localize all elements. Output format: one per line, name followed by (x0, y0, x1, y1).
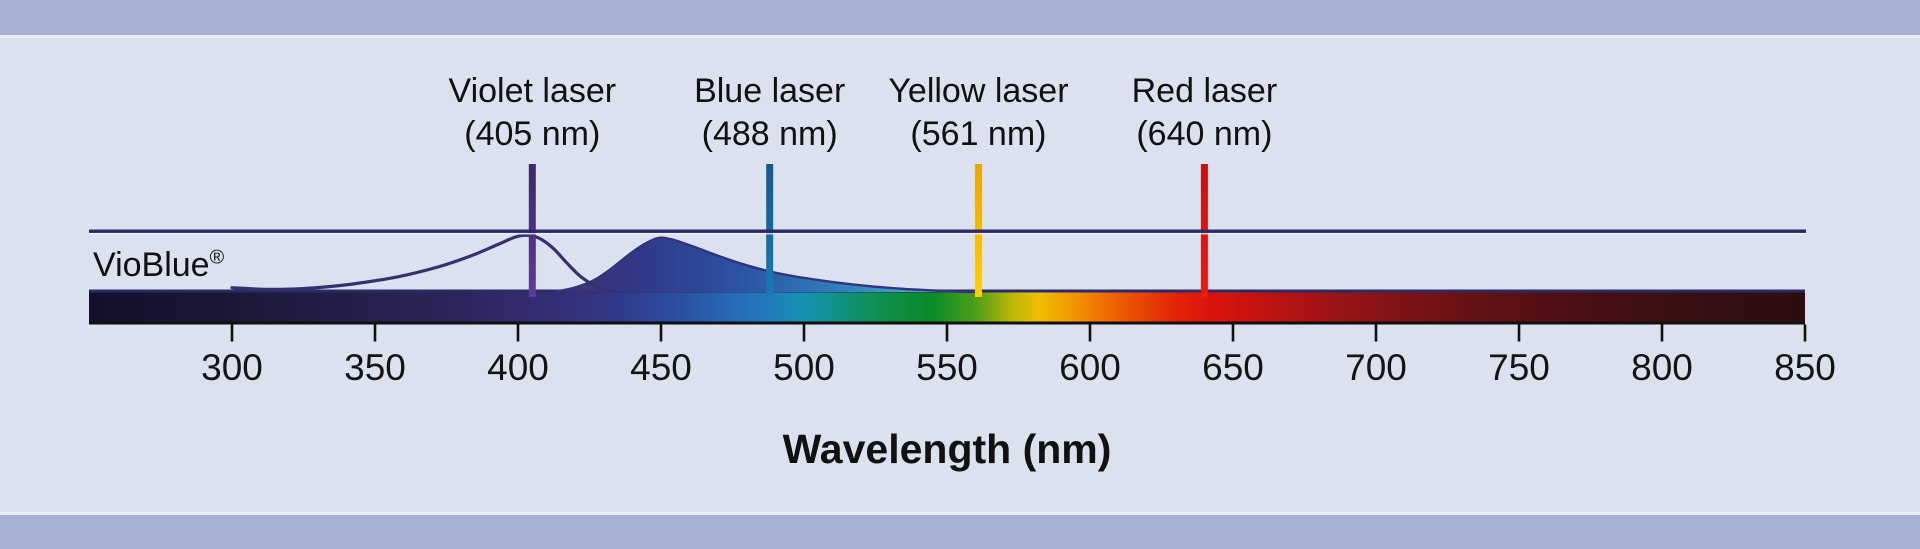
laser-wavelength: (488 nm) (701, 115, 838, 153)
emission-curve-fill (555, 237, 976, 292)
excitation-curve (230, 233, 617, 294)
laser-wavelength: (405 nm) (464, 115, 601, 153)
dye-label: VioBlue® (93, 246, 224, 285)
top-border-band (0, 0, 1920, 38)
axis-tick-label-300: 300 (201, 347, 263, 388)
laser-label-red: Red laser (640 nm) (1132, 70, 1278, 156)
laser-name: Red laser (1131, 72, 1278, 110)
laser-name: Blue laser (694, 72, 846, 110)
laser-name: Violet laser (448, 72, 617, 110)
axis-tick-label-750: 750 (1488, 347, 1550, 388)
emission-curve-outline (554, 236, 976, 294)
axis-tick-label-600: 600 (1059, 347, 1121, 388)
axis-tick-label-650: 650 (1202, 347, 1264, 388)
laser-label-yellow: Yellow laser (561 nm) (888, 70, 1068, 156)
axis-tick-label-450: 450 (630, 347, 692, 388)
x-axis-line (89, 321, 1805, 325)
laser-wavelength: (640 nm) (1136, 115, 1273, 153)
plot-top-line-halo (89, 232, 1806, 235)
laser-label-violet: Violet laser (405 nm) (449, 70, 617, 156)
spectrum-bar (89, 292, 1805, 322)
plot-top-line (89, 229, 1806, 233)
bottom-border-band (0, 512, 1920, 549)
registered-trademark-symbol: ® (209, 246, 225, 269)
laser-name: Yellow laser (888, 72, 1069, 110)
axis-tick-label-400: 400 (487, 347, 549, 388)
dye-name: VioBlue (93, 246, 210, 284)
axis-tick-label-800: 800 (1631, 347, 1693, 388)
axis-tick-label-700: 700 (1345, 347, 1407, 388)
axis-tick-label-550: 550 (916, 347, 978, 388)
axis-tick-label-850: 850 (1774, 347, 1836, 388)
axis-title: Wavelength (nm) (782, 426, 1112, 472)
laser-wavelength: (561 nm) (910, 115, 1047, 153)
axis-tick-label-500: 500 (773, 347, 835, 388)
laser-label-blue: Blue laser (488 nm) (694, 70, 845, 156)
axis-tick-label-350: 350 (344, 347, 406, 388)
